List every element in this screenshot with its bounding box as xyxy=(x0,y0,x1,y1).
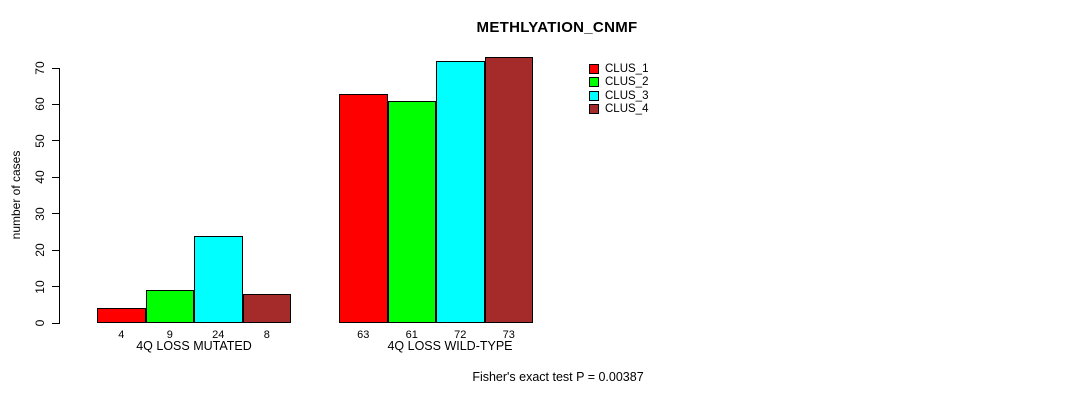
legend-swatch-clus-3 xyxy=(589,90,599,101)
legend-label: CLUS_2 xyxy=(605,76,649,89)
bar-value-label: 24 xyxy=(212,329,225,341)
y-axis-tick-label: 20 xyxy=(33,243,47,257)
bar-clus-4-group-0 xyxy=(242,293,291,323)
bar-value-label: 72 xyxy=(454,329,467,341)
legend-label: CLUS_3 xyxy=(605,89,649,102)
bar-clus-2-group-1 xyxy=(387,100,436,323)
y-axis-tick xyxy=(52,176,59,178)
legend-swatch-clus-1 xyxy=(589,64,599,74)
bar-clus-1-group-1 xyxy=(339,93,388,323)
bar-value-label: 73 xyxy=(502,329,515,341)
legend-label: CLUS_4 xyxy=(605,102,649,115)
y-axis-tick-label: 60 xyxy=(33,97,47,112)
legend-swatch-clus-4 xyxy=(589,103,599,114)
y-axis-line xyxy=(59,68,60,324)
bar-clus-2-group-0 xyxy=(145,290,194,323)
y-axis-tick xyxy=(52,67,59,69)
y-axis-tick-label: 10 xyxy=(33,279,47,294)
y-axis-tick xyxy=(52,140,59,142)
category-label: 4Q LOSS WILD-TYPE xyxy=(387,339,513,353)
chart-title: METHLYATION_CNMF xyxy=(476,19,638,36)
y-axis-tick-label: 70 xyxy=(33,61,47,75)
y-axis-tick-label: 40 xyxy=(33,170,47,184)
bar-value-label: 63 xyxy=(357,329,370,341)
bar-value-label: 8 xyxy=(263,329,270,341)
bar-clus-3-group-0 xyxy=(194,235,243,323)
bar-value-label: 4 xyxy=(118,329,125,341)
y-axis-tick-label: 0 xyxy=(33,319,47,327)
y-axis-tick xyxy=(52,103,59,105)
bar-clus-1-group-0 xyxy=(97,308,146,323)
legend-swatch-clus-2 xyxy=(589,77,599,88)
y-axis-label: number of cases xyxy=(9,150,23,240)
y-axis-tick xyxy=(52,322,59,324)
category-label: 4Q LOSS MUTATED xyxy=(136,339,252,353)
y-axis-tick xyxy=(52,213,59,215)
bar-clus-3-group-1 xyxy=(436,60,485,323)
y-axis-tick xyxy=(52,286,59,288)
bar-value-label: 9 xyxy=(166,329,173,341)
y-axis-tick-label: 30 xyxy=(33,207,47,221)
bar-clus-4-group-1 xyxy=(484,57,533,323)
y-axis-tick xyxy=(52,249,59,251)
bar-value-label: 61 xyxy=(405,329,418,341)
fisher-test-annotation: Fisher's exact test P = 0.00387 xyxy=(472,370,644,384)
legend-label: CLUS_1 xyxy=(605,63,649,75)
y-axis-tick-label: 50 xyxy=(33,134,47,148)
